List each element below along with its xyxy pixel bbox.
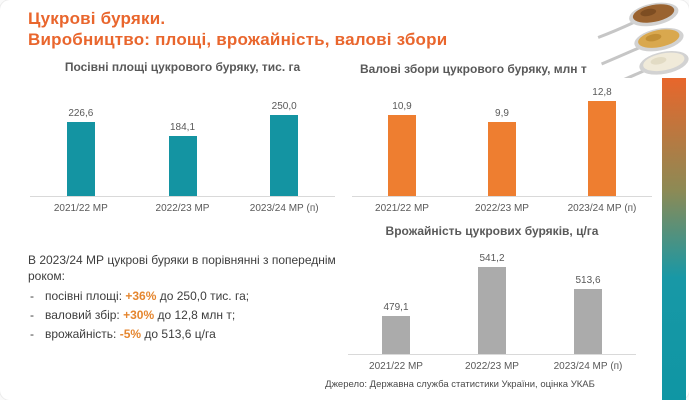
- chart-gross-harvest-plot: 10,9 9,9 12,8: [352, 82, 652, 197]
- chart-column: 10,9: [352, 101, 452, 196]
- bar-value-label: 250,0: [271, 101, 297, 112]
- axis-category-label: 2023/24 МР (п): [567, 203, 637, 214]
- bar: [588, 101, 616, 196]
- bar-value-label: 226,6: [68, 108, 94, 119]
- chart-column: 9,9: [452, 108, 552, 196]
- bar-value-label: 541,2: [479, 253, 505, 264]
- gradient-strip: [662, 78, 686, 400]
- axis-category-label: 2021/22 МР: [369, 361, 423, 372]
- chart-yield: Врожайність цукрових буряків, ц/га 479,1…: [348, 224, 636, 372]
- summary-item-text: валовий збір: +30% до 12,8 млн т;: [45, 308, 236, 322]
- spoon-white-sugar: [605, 51, 689, 78]
- chart-sown-area: Посівні площі цукрового буряку, тис. га …: [30, 60, 335, 214]
- sugar-spoons-image: [597, 2, 689, 78]
- source-note: Джерело: Державна служба статистики Укра…: [325, 379, 595, 390]
- percent-highlight: +30%: [123, 308, 155, 322]
- chart-column: 541,2: [444, 253, 540, 354]
- chart-yield-x-axis: 2021/22 МР 2022/23 МР 2023/24 МР (п): [348, 355, 636, 372]
- chart-sown-area-title: Посівні площі цукрового буряку, тис. га: [64, 60, 301, 74]
- axis-category-label: 2021/22 МР: [375, 203, 429, 214]
- bar: [382, 316, 410, 354]
- chart-column: 12,8: [552, 87, 652, 196]
- axis-category-label: 2022/23 МР: [475, 203, 529, 214]
- axis-category-label: 2022/23 МР: [465, 361, 519, 372]
- summary-block: В 2023/24 МР цукрові буряки в порівнянні…: [28, 252, 348, 342]
- percent-highlight: -5%: [119, 327, 142, 341]
- spoon-brown-sugar: [597, 2, 679, 39]
- chart-gross-harvest-title: Валові збори цукрового буряку, млн т: [360, 62, 587, 76]
- summary-item-text: врожайність: -5% до 513,6 ц/га: [45, 327, 216, 341]
- chart-column: 184,1: [132, 122, 234, 196]
- chart-column: 479,1: [348, 302, 444, 354]
- page-title-line1: Цукрові буряки.: [28, 9, 166, 28]
- percent-highlight: +36%: [125, 289, 157, 303]
- summary-item: - валовий збір: +30% до 12,8 млн т;: [28, 307, 348, 323]
- bar-value-label: 184,1: [169, 122, 196, 133]
- chart-yield-title: Врожайність цукрових буряків, ц/га: [385, 224, 599, 238]
- page-title: Цукрові буряки. Виробництво: площі, врож…: [28, 8, 588, 50]
- chart-column: 513,6: [540, 275, 636, 354]
- axis-category-label: 2023/24 МР (п): [249, 203, 319, 214]
- axis-category-label: 2021/22 МР: [53, 203, 108, 214]
- summary-item: - врожайність: -5% до 513,6 ц/га: [28, 326, 348, 342]
- chart-yield-plot: 479,1 541,2 513,6: [348, 244, 636, 355]
- bar: [478, 267, 506, 354]
- bullet-dash: -: [30, 289, 34, 303]
- axis-category-label: 2022/23 МР: [155, 203, 210, 214]
- summary-list: - посівні площі: +36% до 250,0 тис. га; - в…: [28, 288, 348, 342]
- bullet-dash: -: [30, 327, 34, 341]
- bar-value-label: 12,8: [592, 87, 612, 98]
- bar-value-label: 513,6: [575, 275, 601, 286]
- chart-gross-harvest: Валові збори цукрового буряку, млн т 10,…: [352, 62, 652, 214]
- page-title-line2: Виробництво: площі, врожайність, валові …: [28, 30, 448, 49]
- summary-item: - посівні площі: +36% до 250,0 тис. га;: [28, 288, 348, 304]
- chart-sown-area-plot: 226,6 184,1 250,0: [30, 92, 335, 197]
- bar: [66, 122, 95, 196]
- chart-column: 226,6: [30, 108, 132, 196]
- axis-category-label: 2023/24 МР (п): [553, 361, 623, 372]
- bar-value-label: 9,9: [495, 108, 509, 119]
- chart-gross-harvest-x-axis: 2021/22 МР 2022/23 МР 2023/24 МР (п): [352, 197, 652, 214]
- bar: [388, 115, 416, 196]
- summary-item-text: посівні площі: +36% до 250,0 тис. га;: [45, 289, 250, 303]
- bar: [574, 289, 602, 354]
- bar: [168, 136, 197, 196]
- bar: [270, 115, 299, 196]
- chart-sown-area-x-axis: 2021/22 МР 2022/23 МР 2023/24 МР (п): [30, 197, 335, 214]
- bar-value-label: 10,9: [392, 101, 412, 112]
- bullet-dash: -: [30, 308, 34, 322]
- bar-value-label: 479,1: [383, 302, 409, 313]
- bar: [488, 122, 516, 196]
- summary-heading: В 2023/24 МР цукрові буряки в порівнянні…: [28, 253, 336, 283]
- spoon-golden-sugar: [600, 27, 684, 66]
- chart-column: 250,0: [233, 101, 335, 196]
